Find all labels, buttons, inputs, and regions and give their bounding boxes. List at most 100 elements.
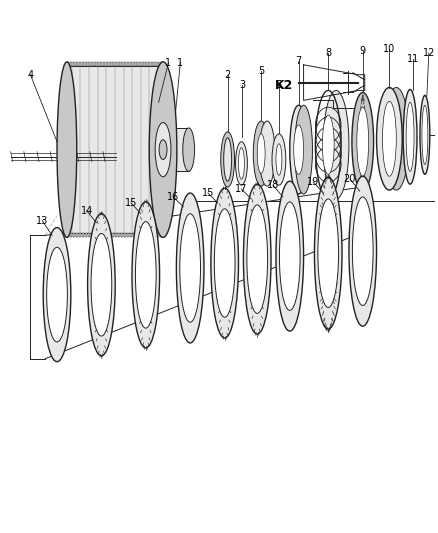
- Ellipse shape: [224, 138, 232, 181]
- Bar: [73, 233, 75, 237]
- Bar: [145, 233, 147, 237]
- Ellipse shape: [295, 105, 312, 194]
- Bar: [70, 233, 72, 237]
- Bar: [157, 62, 159, 66]
- Bar: [165, 128, 189, 171]
- Bar: [109, 62, 111, 66]
- Ellipse shape: [177, 193, 204, 343]
- Ellipse shape: [159, 140, 167, 159]
- Ellipse shape: [322, 115, 334, 174]
- Ellipse shape: [290, 105, 307, 194]
- Bar: [70, 62, 72, 66]
- Text: 17: 17: [235, 184, 247, 194]
- Bar: [91, 233, 93, 237]
- Ellipse shape: [318, 199, 339, 308]
- Ellipse shape: [236, 142, 247, 185]
- Ellipse shape: [88, 214, 115, 356]
- Bar: [154, 233, 156, 237]
- Bar: [109, 233, 111, 237]
- Ellipse shape: [403, 90, 417, 184]
- Ellipse shape: [272, 134, 286, 185]
- Bar: [76, 62, 78, 66]
- Bar: [67, 233, 69, 237]
- Ellipse shape: [357, 107, 369, 176]
- Ellipse shape: [132, 202, 159, 348]
- Text: 8: 8: [325, 48, 331, 58]
- Bar: [115, 233, 117, 237]
- Bar: [130, 233, 132, 237]
- Text: 4: 4: [27, 70, 33, 79]
- Ellipse shape: [91, 233, 112, 336]
- Bar: [160, 233, 162, 237]
- Text: 13: 13: [36, 216, 48, 225]
- Bar: [112, 62, 114, 66]
- Ellipse shape: [294, 125, 304, 174]
- Ellipse shape: [259, 121, 275, 186]
- Bar: [142, 62, 144, 66]
- Text: 11: 11: [407, 54, 419, 64]
- Bar: [133, 62, 135, 66]
- Bar: [130, 62, 132, 66]
- Ellipse shape: [382, 101, 396, 176]
- Bar: [100, 233, 102, 237]
- Ellipse shape: [377, 87, 402, 190]
- Bar: [118, 233, 120, 237]
- Ellipse shape: [238, 148, 244, 179]
- Text: 5: 5: [258, 66, 264, 76]
- Ellipse shape: [47, 247, 67, 342]
- Bar: [79, 233, 81, 237]
- Bar: [136, 62, 138, 66]
- Bar: [124, 62, 126, 66]
- Bar: [127, 62, 129, 66]
- Ellipse shape: [383, 87, 409, 190]
- Bar: [148, 233, 150, 237]
- Ellipse shape: [211, 188, 238, 338]
- Ellipse shape: [279, 202, 300, 310]
- Bar: [103, 233, 105, 237]
- Bar: [139, 233, 141, 237]
- Text: 14: 14: [81, 206, 93, 216]
- Ellipse shape: [314, 177, 342, 329]
- Bar: [67, 66, 163, 233]
- Ellipse shape: [349, 176, 377, 326]
- Bar: [106, 233, 108, 237]
- Bar: [97, 62, 99, 66]
- Text: K2: K2: [275, 79, 293, 92]
- Bar: [91, 62, 93, 66]
- Ellipse shape: [160, 128, 170, 171]
- Bar: [157, 233, 159, 237]
- Bar: [133, 233, 135, 237]
- Ellipse shape: [180, 214, 201, 322]
- Bar: [103, 62, 105, 66]
- Bar: [151, 62, 153, 66]
- Bar: [85, 233, 87, 237]
- Bar: [88, 62, 90, 66]
- Text: 20: 20: [344, 174, 356, 184]
- Text: 3: 3: [240, 79, 245, 90]
- Bar: [106, 62, 108, 66]
- Bar: [100, 62, 102, 66]
- Text: 19: 19: [307, 177, 320, 187]
- Ellipse shape: [406, 102, 414, 171]
- Text: 2: 2: [225, 70, 231, 79]
- Bar: [76, 233, 78, 237]
- Bar: [94, 233, 96, 237]
- Bar: [121, 233, 123, 237]
- Ellipse shape: [214, 209, 235, 317]
- Ellipse shape: [276, 144, 282, 175]
- Bar: [136, 233, 138, 237]
- Bar: [160, 62, 162, 66]
- Text: 15: 15: [202, 188, 214, 198]
- Bar: [115, 62, 117, 66]
- Bar: [97, 233, 99, 237]
- Bar: [148, 62, 150, 66]
- Ellipse shape: [352, 92, 374, 191]
- Bar: [151, 233, 153, 237]
- Ellipse shape: [244, 184, 271, 334]
- Ellipse shape: [135, 222, 156, 328]
- Bar: [145, 62, 147, 66]
- Text: 15: 15: [125, 198, 137, 208]
- Ellipse shape: [149, 62, 177, 237]
- Bar: [67, 62, 69, 66]
- Ellipse shape: [422, 105, 428, 164]
